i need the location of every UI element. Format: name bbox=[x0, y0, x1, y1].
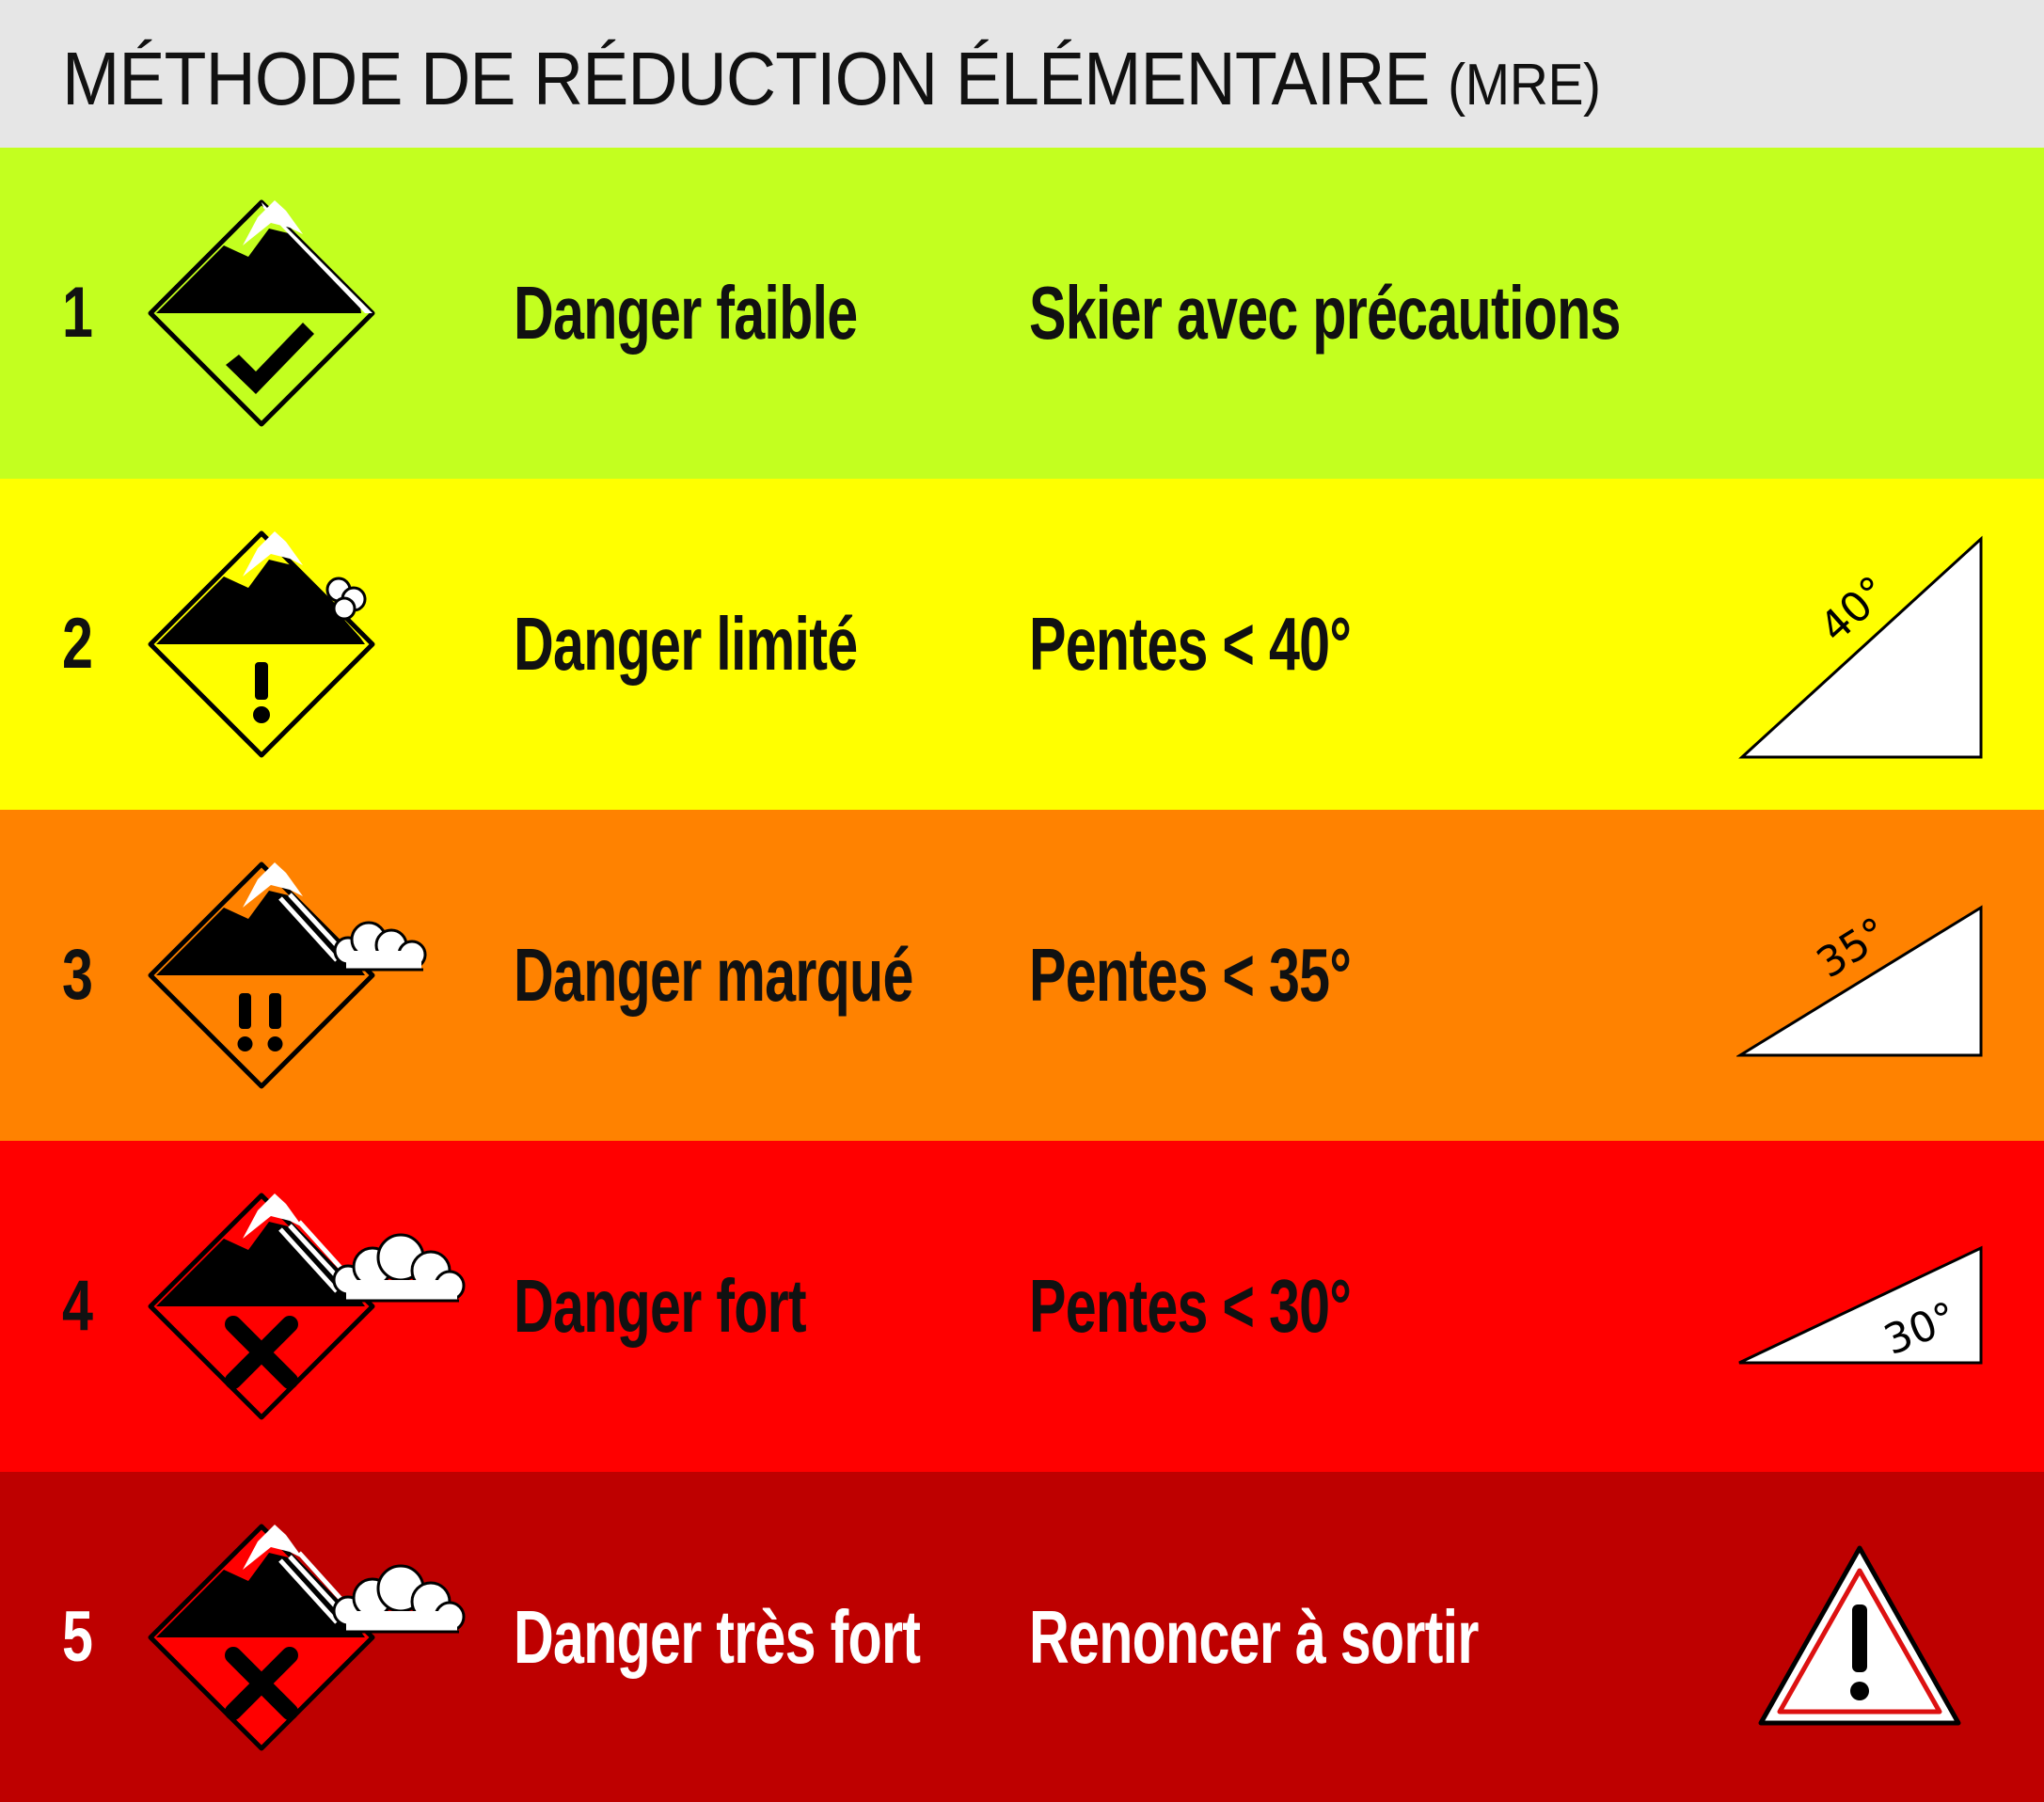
slope-40-icon: 40° bbox=[1738, 535, 1983, 759]
level-row-5: 5 Danger très fort Renoncer à bbox=[0, 1472, 2044, 1802]
danger-level-2-exclamation-icon bbox=[148, 530, 375, 758]
title-text: MÉTHODE DE RÉDUCTION ÉLÉMENTAIRE bbox=[62, 37, 1431, 120]
slope-30-icon: 30° bbox=[1738, 1245, 1983, 1365]
level-row-2: 2 Danger limité Pentes < 40° 40° bbox=[0, 479, 2044, 810]
level-row-1: 1 Danger faible Skier avec précautions bbox=[0, 148, 2044, 479]
level-number: 3 bbox=[62, 935, 93, 1015]
danger-label: Danger très fort bbox=[514, 1595, 921, 1679]
advice-text: Skier avec précautions bbox=[1029, 271, 1621, 355]
advice-text: Renoncer à sortir bbox=[1029, 1595, 1479, 1679]
header: MÉTHODE DE RÉDUCTION ÉLÉMENTAIRE (MRE) bbox=[0, 0, 2044, 148]
danger-label: Danger faible bbox=[514, 271, 858, 355]
level-number: 2 bbox=[62, 604, 93, 684]
danger-level-1-check-icon bbox=[148, 199, 375, 427]
danger-level-4-cross-icon bbox=[148, 1193, 466, 1420]
danger-label: Danger fort bbox=[514, 1264, 807, 1348]
advice-text: Pentes < 35° bbox=[1029, 933, 1352, 1017]
level-row-4: 4 Danger fort Pentes < 30° bbox=[0, 1141, 2044, 1472]
level-number: 1 bbox=[62, 273, 93, 353]
advice-text: Pentes < 40° bbox=[1029, 602, 1352, 686]
page-title: MÉTHODE DE RÉDUCTION ÉLÉMENTAIRE (MRE) bbox=[62, 41, 1601, 123]
danger-label: Danger marqué bbox=[514, 933, 913, 1017]
danger-level-5-cross-icon bbox=[148, 1524, 466, 1751]
slope-35-icon: 35° bbox=[1736, 905, 1983, 1057]
advice-text: Pentes < 30° bbox=[1029, 1264, 1352, 1348]
level-number: 4 bbox=[62, 1266, 93, 1346]
warning-triangle-icon bbox=[1758, 1545, 1961, 1726]
level-row-3: 3 Danger marqué bbox=[0, 810, 2044, 1141]
level-number: 5 bbox=[62, 1597, 93, 1677]
danger-label: Danger limité bbox=[514, 602, 858, 686]
danger-level-3-double-exclamation-icon bbox=[148, 861, 427, 1089]
title-abbreviation: (MRE) bbox=[1448, 53, 1601, 118]
